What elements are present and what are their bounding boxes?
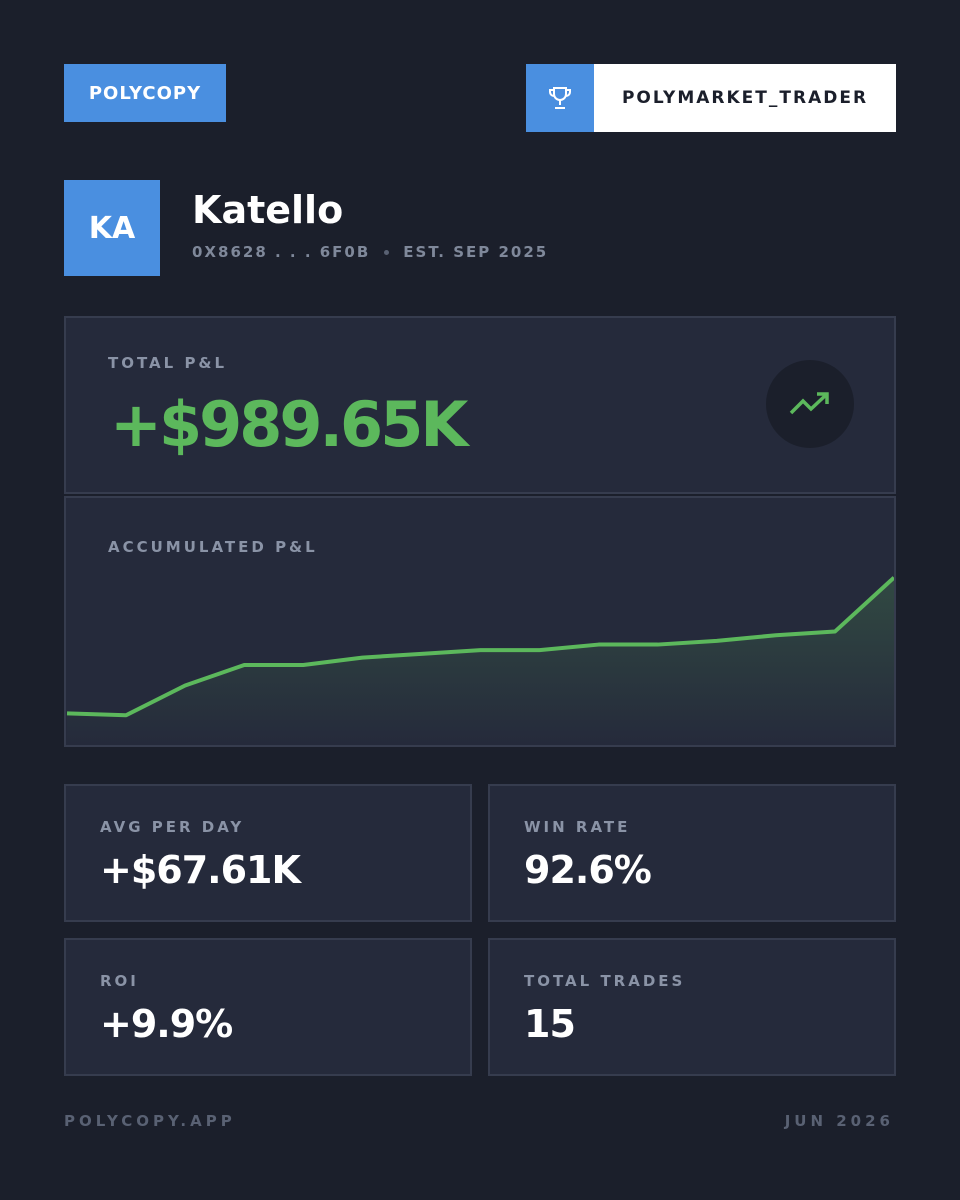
established: EST. SEP 2025: [403, 243, 549, 261]
stat-card: WIN RATE 92.6%: [488, 784, 896, 922]
meta: 0X8628 . . . 6F0B EST. SEP 2025: [192, 243, 548, 261]
pnl-label: TOTAL P&L: [108, 354, 228, 372]
trader-name: Katello: [192, 188, 344, 232]
badge-text: POLYMARKET_TRADER: [594, 64, 896, 132]
separator: [384, 249, 390, 255]
chart-title: ACCUMULATED P&L: [108, 538, 318, 556]
stat-label: ROI: [100, 972, 139, 990]
footer-date: JUN 2026: [784, 1112, 894, 1130]
address: 0X8628 . . . 6F0B: [192, 243, 371, 261]
stat-card: ROI +9.9%: [64, 938, 472, 1076]
badge: POLYMARKET_TRADER: [526, 64, 896, 132]
stat-value: +9.9%: [100, 1002, 233, 1046]
stat-value: +$67.61K: [100, 848, 301, 892]
trend-icon: [766, 360, 854, 448]
stat-label: AVG PER DAY: [100, 818, 245, 836]
stat-card: TOTAL TRADES 15: [488, 938, 896, 1076]
trophy-icon: [526, 64, 594, 132]
stat-card: AVG PER DAY +$67.61K: [64, 784, 472, 922]
pnl-panel: TOTAL P&L +$989.65K: [64, 316, 896, 494]
area: [67, 577, 894, 745]
chart-panel: ACCUMULATED P&L: [64, 496, 896, 747]
chart: [66, 576, 894, 745]
stat-label: WIN RATE: [524, 818, 631, 836]
pnl-value: +$989.65K: [110, 388, 468, 461]
stat-value: 92.6%: [524, 848, 652, 892]
stat-value: 15: [524, 1002, 576, 1046]
footer-site: POLYCOPY.APP: [64, 1112, 236, 1130]
brand: POLYCOPY: [64, 64, 226, 122]
line: [66, 576, 894, 718]
avatar: KA: [64, 180, 160, 276]
stat-label: TOTAL TRADES: [524, 972, 686, 990]
